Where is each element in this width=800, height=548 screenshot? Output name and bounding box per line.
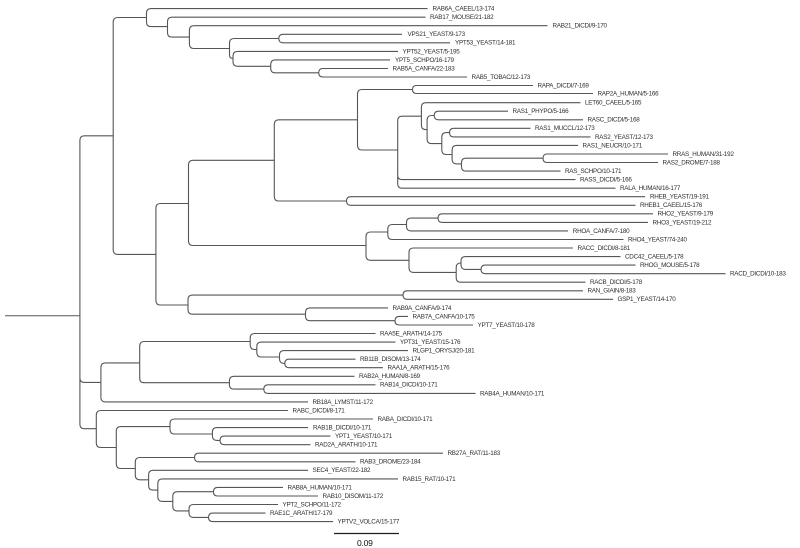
svg-text:RHO4_YEAST/74-240: RHO4_YEAST/74-240 bbox=[628, 236, 687, 243]
svg-text:RHOA_CANFA/7-180: RHOA_CANFA/7-180 bbox=[573, 228, 630, 235]
svg-text:RAB5_TOBAC/12-173: RAB5_TOBAC/12-173 bbox=[472, 74, 531, 81]
svg-text:YPT5_SCHPO/16-179: YPT5_SCHPO/16-179 bbox=[395, 57, 454, 64]
svg-text:YPT31_YEAST/15-176: YPT31_YEAST/15-176 bbox=[400, 339, 461, 346]
svg-text:RLGP1_ORYSJ/20-181: RLGP1_ORYSJ/20-181 bbox=[413, 348, 476, 355]
svg-text:RASC_DICDI/5-168: RASC_DICDI/5-168 bbox=[588, 117, 641, 124]
svg-text:CDC42_CAEEL/5-178: CDC42_CAEEL/5-178 bbox=[625, 254, 684, 261]
svg-text:RAA1A_ARATH/15-176: RAA1A_ARATH/15-176 bbox=[388, 365, 451, 372]
svg-text:RAB2A_HUMAN/8-169: RAB2A_HUMAN/8-169 bbox=[359, 373, 421, 380]
svg-text:RABA_DICDI/10-171: RABA_DICDI/10-171 bbox=[378, 416, 434, 423]
svg-text:RAB10_DISOM/11-172: RAB10_DISOM/11-172 bbox=[323, 493, 384, 500]
svg-text:RAS2_YEAST/12-173: RAS2_YEAST/12-173 bbox=[595, 134, 653, 141]
svg-text:LET60_CAEEL/5-165: LET60_CAEEL/5-165 bbox=[585, 100, 642, 107]
svg-text:YPT53_YEAST/14-181: YPT53_YEAST/14-181 bbox=[455, 40, 516, 47]
svg-text:RAS_SCHPO/10-171: RAS_SCHPO/10-171 bbox=[565, 168, 622, 175]
svg-text:RAB3_DROME/23-184: RAB3_DROME/23-184 bbox=[360, 459, 421, 466]
svg-text:RACC_DICDI/8-181: RACC_DICDI/8-181 bbox=[578, 245, 631, 252]
svg-text:RAB21_DICDI/9-170: RAB21_DICDI/9-170 bbox=[553, 23, 608, 30]
svg-text:RAS1_NEUCR/10-171: RAS1_NEUCR/10-171 bbox=[583, 142, 643, 149]
svg-text:RHO3_YEAST/19-212: RHO3_YEAST/19-212 bbox=[653, 219, 712, 226]
svg-text:RB18A_LYMST/11-172: RB18A_LYMST/11-172 bbox=[313, 399, 374, 406]
svg-text:RAS1_PHYPO/5-166: RAS1_PHYPO/5-166 bbox=[513, 108, 570, 115]
svg-text:RAS2_DROME/7-188: RAS2_DROME/7-188 bbox=[663, 159, 721, 166]
svg-text:YPT7_YEAST/10-178: YPT7_YEAST/10-178 bbox=[478, 322, 536, 329]
svg-text:VPS21_YEAST/9-173: VPS21_YEAST/9-173 bbox=[408, 31, 466, 38]
svg-text:RAB15_RAT/10-171: RAB15_RAT/10-171 bbox=[403, 476, 457, 483]
svg-text:RAS1_MUCCL/12-173: RAS1_MUCCL/12-173 bbox=[535, 125, 595, 132]
svg-text:RAB9A_CANFA/9-174: RAB9A_CANFA/9-174 bbox=[393, 305, 452, 312]
svg-text:RAB14_DICDI/10-171: RAB14_DICDI/10-171 bbox=[380, 382, 438, 389]
svg-text:YPTV2_VOLCA/15-177: YPTV2_VOLCA/15-177 bbox=[338, 519, 400, 526]
svg-text:RAN_GIAIN/8-183: RAN_GIAIN/8-183 bbox=[588, 288, 637, 295]
svg-text:RAB8A_HUMAN/10-171: RAB8A_HUMAN/10-171 bbox=[288, 484, 353, 491]
svg-text:RAB4A_HUMAN/10-171: RAB4A_HUMAN/10-171 bbox=[480, 390, 545, 397]
svg-text:RHEB1_CAEEL/15-176: RHEB1_CAEEL/15-176 bbox=[640, 202, 703, 209]
svg-text:YPT1_YEAST/10-171: YPT1_YEAST/10-171 bbox=[335, 433, 393, 440]
svg-text:RB27A_RAT/11-183: RB27A_RAT/11-183 bbox=[448, 450, 501, 457]
svg-text:RACD_DICDI/10-183: RACD_DICDI/10-183 bbox=[730, 271, 786, 278]
svg-text:SEC4_YEAST/22-182: SEC4_YEAST/22-182 bbox=[313, 467, 371, 474]
svg-text:0.09: 0.09 bbox=[357, 538, 373, 548]
svg-text:RAB1B_DICDI/10-171: RAB1B_DICDI/10-171 bbox=[313, 425, 372, 432]
svg-text:RAB7A_CANFA/10-175: RAB7A_CANFA/10-175 bbox=[413, 313, 476, 320]
svg-text:RAB6A_CAEEL/13-174: RAB6A_CAEEL/13-174 bbox=[433, 6, 495, 13]
svg-text:YPT2_SCHPO/11-172: YPT2_SCHPO/11-172 bbox=[283, 501, 342, 508]
svg-text:RALA_HUMAN/16-177: RALA_HUMAN/16-177 bbox=[620, 185, 681, 192]
svg-text:RAA5E_ARATH/14-175: RAA5E_ARATH/14-175 bbox=[380, 330, 443, 337]
svg-text:RAB17_MOUSE/21-182: RAB17_MOUSE/21-182 bbox=[430, 14, 494, 21]
svg-text:YPT52_YEAST/5-195: YPT52_YEAST/5-195 bbox=[403, 48, 461, 55]
svg-text:RAPA_DICDI/7-169: RAPA_DICDI/7-169 bbox=[538, 82, 590, 89]
svg-text:RASS_DICDI/5-166: RASS_DICDI/5-166 bbox=[580, 177, 632, 184]
svg-text:RHOG_MOUSE/5-178: RHOG_MOUSE/5-178 bbox=[640, 262, 700, 269]
svg-text:RACB_DICDI/5-178: RACB_DICDI/5-178 bbox=[590, 279, 643, 286]
svg-text:RABC_DICDI/8-171: RABC_DICDI/8-171 bbox=[293, 407, 346, 414]
svg-text:RHO2_YEAST/9-179: RHO2_YEAST/9-179 bbox=[658, 211, 714, 218]
svg-text:RAD2A_ARATH/10-171: RAD2A_ARATH/10-171 bbox=[315, 442, 378, 449]
svg-text:RB11B_DISOM/13-174: RB11B_DISOM/13-174 bbox=[360, 356, 421, 363]
svg-text:RAE1C_ARATH/17-179: RAE1C_ARATH/17-179 bbox=[270, 510, 333, 517]
svg-text:GSP1_YEAST/14-170: GSP1_YEAST/14-170 bbox=[618, 296, 677, 303]
svg-text:RRAS_HUMAN/31-192: RRAS_HUMAN/31-192 bbox=[673, 151, 735, 158]
svg-text:RAB5A_CANFA/22-183: RAB5A_CANFA/22-183 bbox=[393, 65, 456, 72]
svg-text:RAP2A_HUMAN/5-166: RAP2A_HUMAN/5-166 bbox=[598, 90, 660, 97]
svg-text:RHEB_YEAST/19-191: RHEB_YEAST/19-191 bbox=[650, 194, 709, 201]
